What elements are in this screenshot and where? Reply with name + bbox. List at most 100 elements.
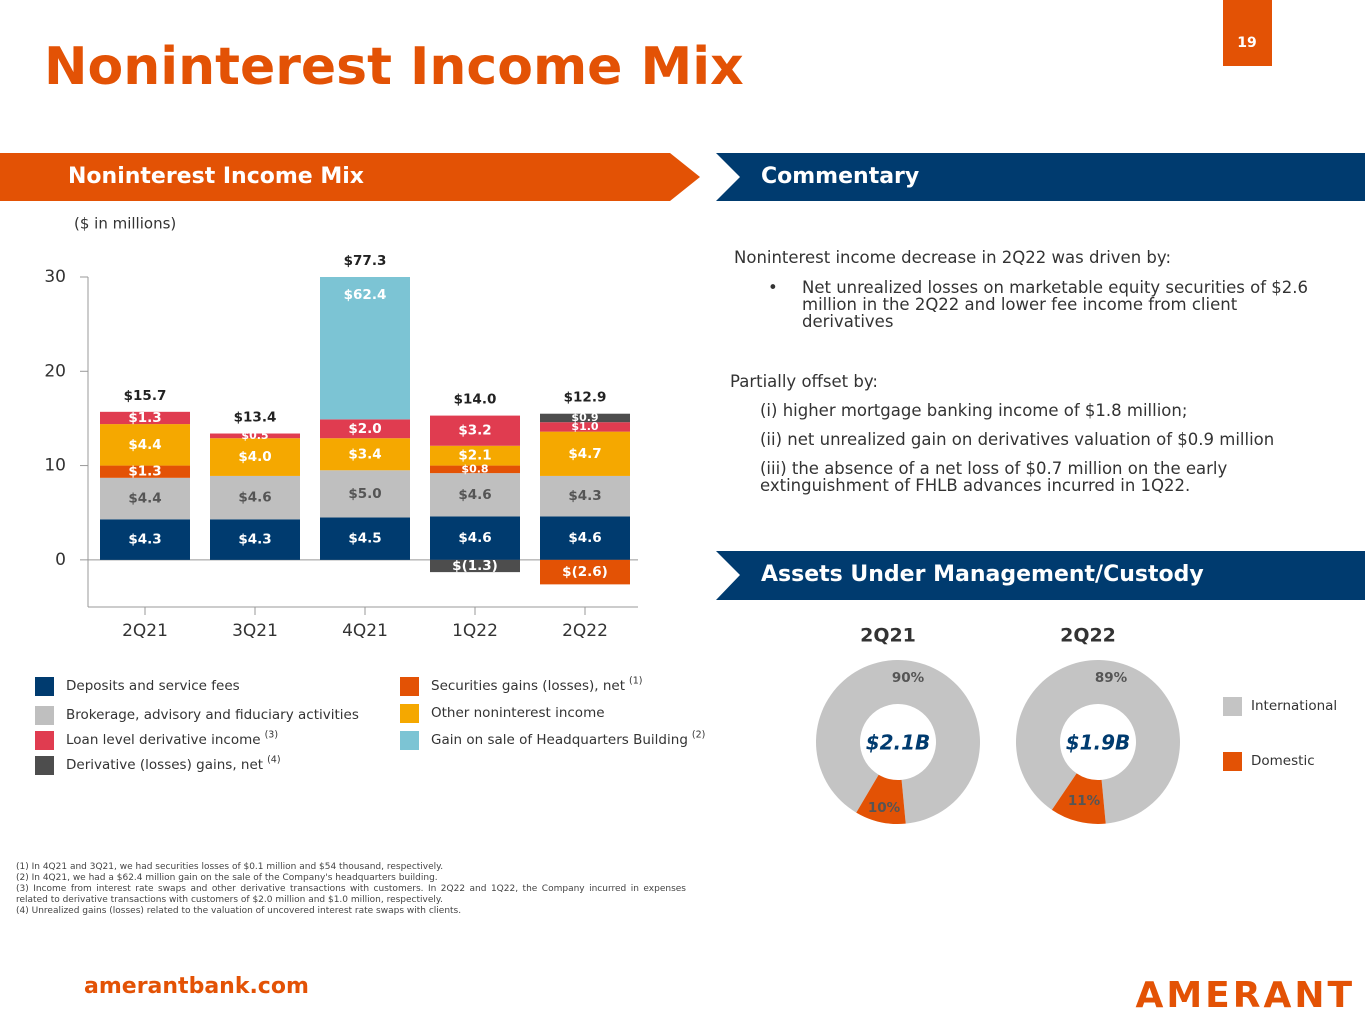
commentary-bullet: Net unrealized losses on marketable equi…: [802, 278, 1309, 331]
legend-swatch: [35, 677, 54, 696]
bar-value-label: $3.4: [348, 446, 381, 462]
bar-segment: [430, 415, 520, 446]
commentary-intro: Noninterest income decrease in 2Q22 was …: [734, 248, 1172, 267]
legend-note: (2): [692, 730, 705, 741]
bar-segment: [540, 422, 630, 432]
bar-value-label: $(2.6): [562, 564, 608, 580]
bar-segment: [320, 517, 410, 560]
bar-segment: [320, 438, 410, 471]
bar-segment: [100, 424, 190, 466]
bar-value-label: $2.1: [458, 448, 491, 464]
bar-value-label: $4.4: [128, 437, 161, 453]
page-number: 19: [1237, 35, 1256, 51]
bar-value-label: $(1.3): [452, 558, 498, 574]
logo: AMERANT: [1135, 975, 1355, 1016]
footnote: (2) In 4Q21, we had a $62.4 million gain…: [16, 873, 438, 883]
offset-intro: Partially offset by:: [730, 372, 878, 391]
legend-note: (3): [265, 730, 278, 741]
bar-segment: [430, 473, 520, 517]
bar-value-label: $5.0: [348, 486, 381, 502]
total-label: $13.4: [234, 410, 277, 426]
unit-note: ($ in millions): [74, 215, 176, 233]
footnote: (1) In 4Q21 and 3Q21, we had securities …: [16, 862, 444, 872]
x-tick-label: 3Q21: [232, 621, 278, 641]
left-banner-text: Noninterest Income Mix: [68, 164, 364, 189]
footnote: (3) Income from interest rate swaps and …: [16, 884, 686, 905]
legend-label: Brokerage, advisory and fiduciary activi…: [66, 707, 359, 723]
bar-segment: [210, 475, 300, 520]
bar-segment: [210, 433, 300, 439]
bars: [100, 277, 630, 585]
bar-value-label: $4.3: [238, 532, 271, 548]
total-label: $77.3: [344, 253, 387, 269]
donut-slice: [856, 774, 906, 824]
bar-segment: [320, 277, 410, 420]
bar-segment: [320, 470, 410, 518]
legend-label: International: [1251, 698, 1337, 714]
left-banner: [0, 153, 700, 201]
bar-value-label: $1.0: [571, 420, 598, 433]
bar-value-label: $4.6: [458, 487, 491, 503]
legend-label: Derivative (losses) gains, net: [66, 757, 263, 773]
offset-item: (iii) the absence of a net loss of $0.7 …: [760, 459, 1228, 495]
bar-segment: [540, 559, 630, 585]
footnote: (4) Unrealized gains (losses) related to…: [16, 906, 462, 916]
bar-value-label: $4.3: [128, 532, 161, 548]
legend-note: (4): [267, 755, 280, 766]
bar-segment: [540, 516, 630, 560]
legend-label: Loan level derivative income: [66, 732, 261, 748]
footnotes: (1) In 4Q21 and 3Q21, we had securities …: [16, 862, 686, 917]
bar-value-label: $4.6: [568, 530, 601, 546]
bar-value-label: $0.5: [241, 429, 268, 442]
bar-segment: [430, 559, 520, 573]
donut-center-label: $1.9B: [1066, 731, 1131, 755]
legend-note: (1): [629, 676, 642, 687]
bar-segment: [430, 445, 520, 466]
legend-label: Deposits and service fees: [66, 678, 240, 694]
legend-swatch: [1223, 752, 1242, 771]
bar-segment: [100, 465, 190, 478]
aum-banner-text: Assets Under Management/Custody: [761, 562, 1204, 587]
donut-value-label: 89%: [1095, 670, 1128, 686]
offset-item: (i) higher mortgage banking income of $1…: [760, 401, 1188, 420]
bar-value-label: $4.4: [128, 491, 161, 507]
bar-segment: [210, 519, 300, 560]
bar-value-label: $0.8: [461, 462, 488, 475]
commentary-banner-text: Commentary: [761, 164, 919, 189]
y-tick-label: 10: [44, 456, 66, 476]
legend-label: Gain on sale of Headquarters Building: [431, 732, 688, 748]
x-tick-label: 1Q22: [452, 621, 498, 641]
donut-value-label: 11%: [1068, 793, 1101, 809]
donut-slice: [1015, 660, 1180, 824]
donut-slice: [1051, 773, 1106, 824]
x-tick-label: 2Q22: [562, 621, 608, 641]
total-label: $14.0: [454, 392, 497, 408]
bullet-dot: •: [768, 278, 778, 297]
legend-label: Domestic: [1251, 753, 1315, 769]
bar-segment: [540, 475, 630, 517]
bar-segment: [100, 519, 190, 560]
donut-value-label: 10%: [868, 800, 901, 816]
bar-value-label: $62.4: [344, 287, 387, 303]
bar-value-label: $0.9: [571, 411, 598, 424]
bar-value-label: $1.3: [128, 410, 161, 426]
website: amerantbank.com: [84, 974, 309, 999]
bar-value-label: $4.6: [238, 490, 271, 506]
legend-swatch: [1223, 697, 1242, 716]
bar-value-label: $2.0: [348, 421, 381, 437]
x-tick-label: 2Q21: [122, 621, 168, 641]
bar-segment: [100, 411, 190, 425]
bar-value-label: $4.5: [348, 531, 381, 547]
donut-value-label: 90%: [892, 670, 925, 686]
legend-label: Other noninterest income: [431, 705, 605, 721]
legend-swatch: [35, 706, 54, 725]
donut-center-label: $2.1B: [866, 731, 931, 755]
legend-label: Securities gains (losses), net: [431, 678, 625, 694]
legend-swatch: [35, 731, 54, 750]
page-number-box: [1223, 0, 1272, 66]
donut-slice: [816, 660, 980, 824]
bar-segment: [540, 431, 630, 476]
legend-swatch: [400, 677, 419, 696]
